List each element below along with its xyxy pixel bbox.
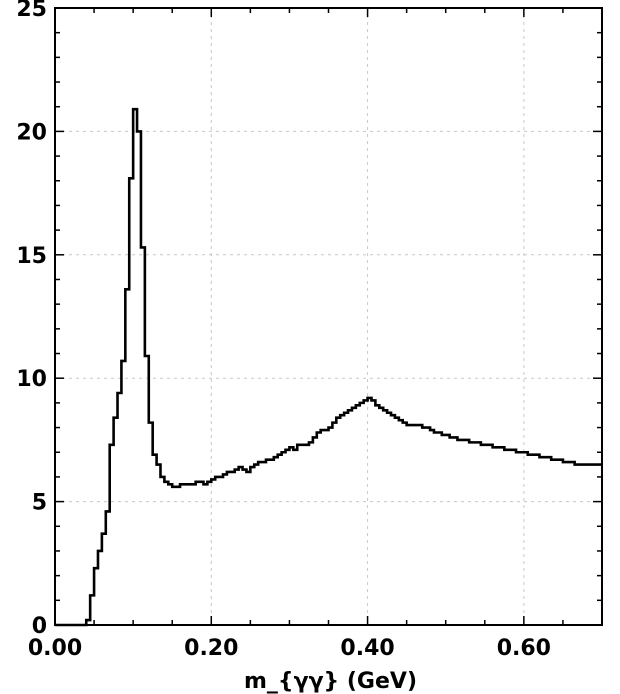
y-tick-label: 15 — [16, 244, 47, 269]
y-tick-label: 0 — [32, 614, 47, 639]
y-tick-label: 10 — [16, 367, 47, 392]
x-tick-label: 0.00 — [28, 636, 82, 661]
plot-frame — [54, 7, 603, 626]
axis-ticks — [54, 7, 603, 626]
y-tick-label: 25 — [16, 0, 47, 22]
histogram-series — [55, 107, 602, 627]
x-tick-labels: 0.00 0.20 0.40 0.60 — [28, 636, 551, 661]
x-tick-label: 0.20 — [184, 636, 238, 661]
x-tick-label: 0.60 — [497, 636, 551, 661]
x-axis-label: m_{γγ} (GeV) — [244, 669, 417, 694]
x-tick-label: 0.40 — [340, 636, 394, 661]
y-tick-labels: 0 5 10 15 20 25 — [16, 0, 47, 639]
grid-lines — [55, 8, 602, 625]
y-tick-label: 5 — [32, 491, 47, 516]
y-tick-label: 20 — [16, 120, 47, 145]
